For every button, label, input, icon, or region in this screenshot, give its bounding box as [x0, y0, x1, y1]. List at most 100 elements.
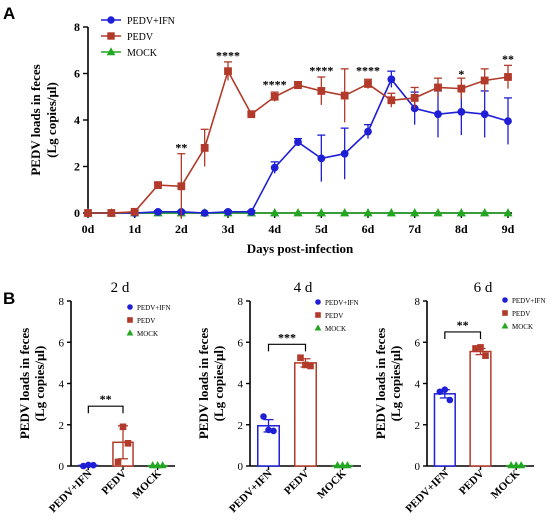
data-point [480, 110, 489, 119]
legend-marker [127, 304, 133, 310]
series-pedv-ifn [84, 70, 512, 217]
x-tick-label: 4d [268, 222, 281, 236]
data-point [270, 163, 279, 172]
bar [433, 393, 456, 467]
data-point [297, 354, 304, 362]
legend-marker [502, 297, 508, 303]
legend: PEDV+IFN PEDV MOCK [501, 297, 546, 331]
x-tick-label: 8d [455, 222, 468, 236]
data-point [154, 181, 162, 189]
significance-label: **** [263, 78, 287, 92]
x-tick-label: 5d [315, 222, 328, 236]
bar [294, 362, 317, 467]
significance-bracket [267, 343, 307, 352]
data-point [107, 209, 116, 217]
data-point [363, 208, 373, 217]
data-point [387, 75, 396, 84]
y-tick-label: 4 [415, 379, 421, 391]
data-point [364, 127, 372, 136]
legend: PEDV+IFN PEDV MOCK [314, 299, 359, 333]
data-point [316, 208, 326, 217]
y-tick-label: 8 [59, 296, 65, 308]
data-point [441, 386, 449, 393]
data-point [317, 154, 326, 163]
x-tick-label: PEDV [282, 468, 312, 498]
y-tick-label: 4 [238, 379, 244, 391]
legend-label: PEDV [127, 32, 154, 43]
y-axis-title-line: (Lg copies/μl) [211, 346, 226, 422]
legend-marker [127, 317, 133, 323]
bar [469, 350, 492, 467]
data-point [154, 207, 162, 216]
x-tick-label: PEDV [99, 468, 129, 498]
legend-label: MOCK [512, 323, 533, 331]
data-point [504, 117, 512, 126]
data-point [434, 110, 442, 119]
legend-marker [502, 310, 508, 316]
data-point [480, 208, 490, 217]
bar-chart-6d: 6 d 0 2 4 6 8 PEDV loads in feces(Lg copies/μl… [373, 280, 546, 515]
y-axis-title: PEDV loads in feces(Lg copies/μl) [17, 328, 47, 439]
legend-label: PEDV [325, 312, 343, 320]
y-tick-label: 2 [238, 420, 244, 432]
data-point [114, 458, 122, 466]
panel-label-a: A [3, 4, 15, 23]
data-point [507, 461, 516, 469]
data-point [480, 76, 489, 85]
data-point [200, 144, 209, 152]
y-axis-title-line: PEDV loads in feces [196, 328, 211, 439]
data-point [294, 138, 302, 146]
data-point [293, 208, 303, 217]
legend-label: PEDV [137, 317, 155, 325]
data-point [482, 352, 489, 359]
data-point [153, 461, 162, 469]
legend-label: MOCK [137, 330, 158, 338]
significance-label: ** [100, 392, 112, 406]
y-tick-label: 0 [59, 461, 65, 473]
data-point [340, 208, 350, 217]
y-tick-label: 4 [59, 379, 65, 391]
data-point [270, 208, 280, 217]
x-tick-label: PEDV+IFN [47, 468, 95, 516]
bar-chart-4d: 4 d 0 2 4 6 8 PEDV loads in feces(Lg copies/μl… [196, 280, 361, 515]
significance-bracket [444, 331, 482, 339]
data-point [410, 208, 420, 217]
data-point [517, 461, 526, 469]
legend-swatch-marker [106, 47, 116, 56]
x-tick-label: 2d [175, 222, 188, 236]
x-tick-label: 9d [502, 222, 515, 236]
y-tick-label: 6 [415, 337, 421, 349]
data-point [477, 344, 484, 351]
legend-label: PEDV [512, 310, 530, 318]
y-axis-title-line: (Lg copies/μl) [388, 346, 403, 422]
data-point [247, 110, 256, 119]
time-course-line-chart: 0 2 4 6 8 0d 1d 2d 3d 4d 5d 6d 7d 8d 9d Days post-infec… [28, 16, 515, 256]
legend-marker [315, 312, 321, 318]
legend-label: MOCK [325, 325, 346, 333]
data-point [90, 461, 97, 469]
data-point [200, 209, 209, 217]
data-point [386, 208, 396, 217]
y-tick-label: 4 [74, 113, 80, 127]
legend-marker [126, 329, 134, 336]
y-axis-title: PEDV loads in feces(Lg copies/μl) [196, 328, 226, 439]
x-tick-label: MOCK [315, 467, 349, 501]
significance-label: **** [216, 49, 240, 63]
legend: PEDV+IFN PEDV MOCK [126, 304, 171, 338]
data-point [119, 423, 127, 431]
significance-label: *** [278, 330, 296, 344]
legend-marker [315, 299, 321, 305]
data-point [446, 396, 454, 404]
y-axis-title-line: PEDV loads in feces [373, 328, 388, 439]
chart-title: 4 d [294, 280, 313, 296]
data-point [84, 209, 92, 217]
data-point [340, 149, 349, 158]
data-point [410, 94, 419, 102]
legend-label: PEDV+IFN [137, 304, 171, 312]
data-point [457, 84, 466, 93]
legend: PEDV+IFN PEDV MOCK [101, 16, 175, 59]
panel-label-b: B [3, 289, 15, 308]
x-tick-label: MOCK [130, 467, 164, 501]
x-axis-title: Days post-infection [247, 241, 354, 256]
